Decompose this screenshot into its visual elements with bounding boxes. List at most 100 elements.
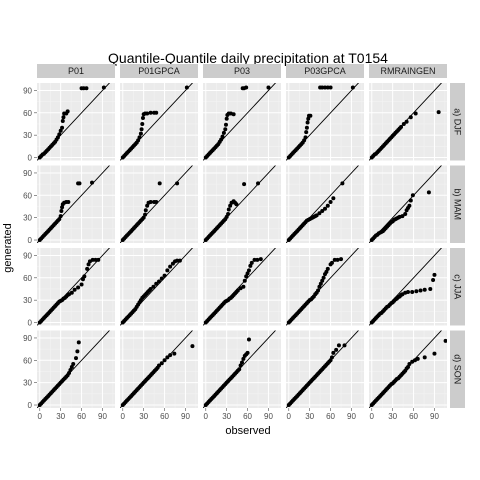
data-point [408, 115, 413, 120]
data-point [145, 203, 150, 208]
data-point [318, 281, 323, 286]
x-tick-label: 30 [139, 412, 148, 421]
panel-b-mam-p03gpca [286, 165, 364, 243]
data-point [320, 208, 325, 213]
data-point [244, 274, 249, 279]
data-point [55, 135, 60, 140]
data-point [154, 281, 159, 286]
row-strip-b-mam [450, 165, 465, 243]
column-strip-label: P03 [234, 66, 250, 76]
data-point [302, 138, 307, 143]
data-point [404, 119, 409, 124]
data-point [81, 86, 86, 91]
data-point [85, 266, 90, 271]
data-point [96, 257, 101, 262]
data-point [154, 200, 159, 205]
data-point [228, 203, 233, 208]
data-point [184, 85, 189, 90]
data-point [415, 356, 420, 361]
data-point [74, 356, 78, 361]
data-point [321, 275, 326, 280]
data-point [399, 124, 404, 129]
data-point [401, 121, 406, 126]
data-point [304, 130, 309, 135]
data-point [82, 274, 87, 279]
x-tick-label: 60 [326, 412, 335, 421]
panel-d-son-p01 [37, 330, 115, 408]
x-tick-label: 90 [98, 412, 107, 421]
data-point [86, 262, 91, 267]
data-point [141, 215, 146, 220]
data-point [136, 138, 141, 143]
y-tick-label: 0 [28, 401, 33, 410]
data-point [426, 190, 431, 195]
data-point [60, 119, 65, 124]
data-point [71, 362, 76, 367]
data-point [325, 203, 330, 208]
x-tick-label: 60 [409, 412, 418, 421]
x-tick-label: 30 [222, 412, 231, 421]
data-point [157, 279, 161, 284]
y-tick-label: 30 [23, 379, 32, 388]
data-point [157, 181, 162, 186]
data-point [332, 257, 337, 262]
data-point [340, 181, 345, 186]
data-point [65, 109, 70, 114]
panel-a-djf-rmraingen [369, 83, 447, 161]
y-tick-label: 90 [23, 251, 32, 260]
data-point [240, 360, 244, 365]
data-point [432, 351, 437, 356]
panels-layer: P01 P01GPCA P03 P03GPCA RMRAINGEN a) DJF b) MA… [23, 64, 465, 421]
row-strip-label: b) MAM [453, 189, 463, 221]
column-strip-label: P01GPCA [138, 66, 180, 76]
x-tick-label: 0 [121, 412, 126, 421]
chart-title: Quantile-Quantile daily precipitation at… [108, 50, 388, 66]
column-strip-p01 [37, 64, 115, 78]
data-point [258, 257, 263, 262]
data-point [328, 358, 333, 363]
x-tick-label: 60 [160, 412, 169, 421]
data-point [138, 131, 143, 136]
data-point [408, 198, 413, 203]
x-tick-label: 30 [388, 412, 397, 421]
data-point [57, 217, 62, 222]
x-tick-label: 0 [287, 412, 292, 421]
x-axis-title: observed [225, 425, 270, 437]
data-point [69, 290, 74, 295]
y-tick-label: 90 [23, 169, 32, 178]
column-strip-p03gpca [286, 64, 364, 78]
panel-a-djf-p01 [37, 83, 115, 161]
panel-b-mam-p03 [203, 165, 281, 243]
data-point [329, 260, 334, 265]
panel-d-son-rmraingen [369, 330, 447, 408]
column-strip-label: P01 [68, 66, 84, 76]
data-point [145, 111, 150, 116]
data-point [61, 115, 66, 120]
x-tick-label: 90 [347, 412, 356, 421]
data-point [443, 338, 447, 343]
data-point [414, 289, 419, 294]
y-tick-label: 60 [23, 191, 32, 200]
data-point [400, 214, 405, 219]
data-point [165, 355, 170, 360]
data-point [256, 181, 261, 186]
data-point [77, 181, 82, 186]
panel-b-mam-p01gpca [120, 165, 198, 243]
panel-d-son-p01gpca [120, 330, 198, 408]
column-strip-p01gpca [120, 64, 198, 78]
data-point [242, 278, 247, 283]
x-tick-label: 90 [430, 412, 439, 421]
x-tick-label: 30 [56, 412, 65, 421]
data-point [60, 125, 65, 130]
data-point [241, 284, 246, 289]
data-point [242, 182, 247, 187]
data-point [60, 205, 65, 210]
data-point [168, 264, 173, 269]
column-strip-rmraingen [369, 64, 447, 78]
data-point [148, 286, 153, 291]
x-tick-label: 0 [370, 412, 375, 421]
data-point [159, 361, 164, 366]
data-point [325, 85, 330, 90]
data-point [308, 113, 313, 118]
data-point [59, 208, 64, 213]
